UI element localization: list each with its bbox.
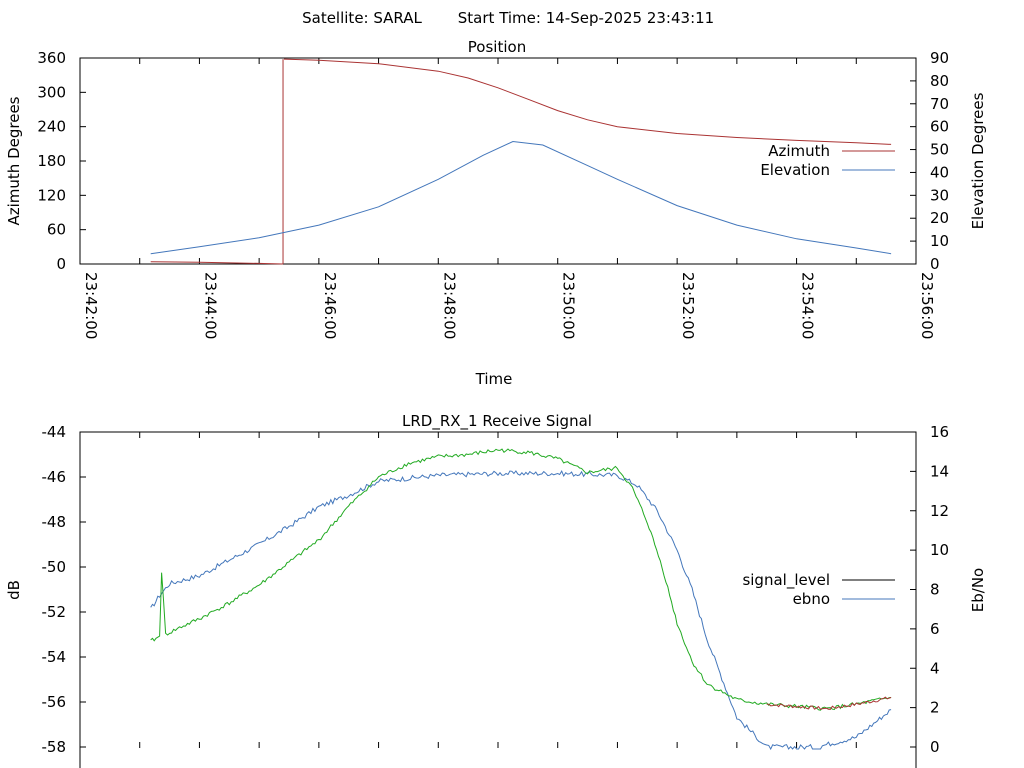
position-chart-title: Position — [468, 38, 526, 56]
legend-signal-level-label: signal_level — [742, 571, 830, 590]
elevation-line — [150, 140, 892, 255]
azimuth-line-after-wrap — [283, 58, 892, 145]
azimuth-tick-label: 360 — [37, 49, 66, 67]
db-tick-label: -56 — [42, 693, 67, 711]
signal-plot-border — [79, 431, 917, 768]
db-tick-label: -44 — [42, 423, 67, 441]
elevation-axis-label: Elevation Degrees — [969, 92, 987, 229]
elevation-tick-label: 80 — [930, 72, 949, 90]
azimuth-tick-label: 240 — [37, 118, 66, 136]
db-tick-label: -52 — [42, 603, 67, 621]
ebno-tick-label: 14 — [930, 462, 949, 480]
time-tick-label: 23:42:00 — [82, 272, 100, 339]
db-tick-label: -50 — [42, 558, 67, 576]
ebno-tick-label: 2 — [930, 699, 940, 717]
elevation-tick-label: 0 — [930, 255, 940, 273]
db-tick-label: -58 — [42, 738, 67, 756]
time-tick-label: 23:46:00 — [321, 272, 339, 339]
time-tick-label: 23:56:00 — [918, 272, 936, 339]
signal-level-line — [150, 448, 892, 711]
signal-level-tail-line — [766, 696, 892, 710]
elevation-tick-label: 90 — [930, 49, 949, 67]
time-tick-label: 23:44:00 — [201, 272, 219, 339]
azimuth-tick-label: 180 — [37, 152, 66, 170]
ebno-tick-label: 0 — [930, 738, 940, 756]
ebno-tick-label: 12 — [930, 502, 949, 520]
elevation-tick-label: 70 — [930, 95, 949, 113]
signal-plot-frame — [79, 431, 917, 768]
time-tick-label: 23:54:00 — [799, 272, 817, 339]
ebno-axis-label: Eb/No — [969, 568, 987, 612]
legend-ebno-label: ebno — [793, 590, 830, 608]
legend-azimuth-label: Azimuth — [768, 142, 830, 160]
db-tick-label: -46 — [42, 468, 67, 486]
satellite-label: Satellite: SARAL — [302, 9, 422, 27]
elevation-tick-label: 10 — [930, 232, 949, 250]
time-tick-label: 23:50:00 — [560, 272, 578, 339]
start-time-label: Start Time: 14-Sep-2025 23:43:11 — [458, 9, 714, 27]
position-chart: Position 0 60 120 180 240 300 360 0 10 20 30 40 50 60… — [5, 38, 987, 748]
ebno-tick-label: 16 — [930, 423, 949, 441]
elevation-tick-label: 30 — [930, 186, 949, 204]
db-tick-label: -54 — [42, 648, 67, 666]
azimuth-tick-label: 300 — [37, 83, 66, 101]
ebno-tick-label: 10 — [930, 541, 949, 559]
signal-chart-title: LRD_RX_1 Receive Signal — [402, 412, 592, 431]
azimuth-axis-label: Azimuth Degrees — [5, 96, 23, 225]
ebno-line — [150, 469, 892, 751]
elevation-tick-label: 20 — [930, 209, 949, 227]
signal-chart: LRD_RX_1 Receive Signal -44 -46 -48 -50 -52 -… — [5, 412, 987, 768]
signal-legend: signal_level ebno — [742, 571, 895, 608]
time-tick-label: 23:48:00 — [440, 272, 458, 339]
elevation-tick-label: 50 — [930, 141, 949, 159]
ebno-tick-label: 4 — [930, 659, 940, 677]
azimuth-tick-label: 120 — [37, 186, 66, 204]
position-legend: Azimuth Elevation — [760, 142, 895, 179]
legend-elevation-label: Elevation — [760, 161, 830, 179]
db-axis-label: dB — [5, 580, 23, 600]
azimuth-tick-label: 0 — [56, 255, 66, 273]
ebno-tick-label: 8 — [930, 581, 940, 599]
elevation-tick-label: 40 — [930, 163, 949, 181]
elevation-tick-label: 60 — [930, 118, 949, 136]
time-tick-label: 23:52:00 — [679, 272, 697, 339]
ebno-tick-label: 6 — [930, 620, 940, 638]
azimuth-tick-label: 60 — [47, 221, 66, 239]
time-axis-label: Time — [475, 370, 513, 388]
db-tick-label: -48 — [42, 513, 67, 531]
azimuth-line — [150, 261, 284, 265]
